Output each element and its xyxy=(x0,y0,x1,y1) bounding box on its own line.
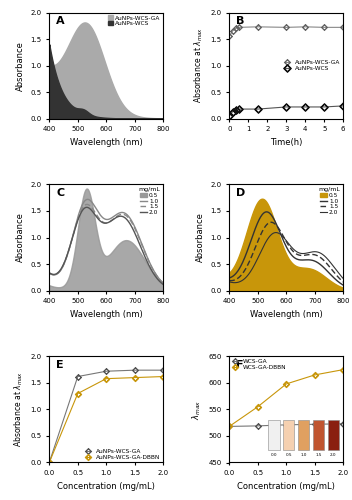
Text: F: F xyxy=(236,360,244,370)
Y-axis label: Absorbance at $\lambda_{max}$: Absorbance at $\lambda_{max}$ xyxy=(12,372,25,448)
WCS-GA-DBBN xyxy=(341,366,345,372)
Legend: AuNPs-WCS-GA, AuNPs-WCS: AuNPs-WCS-GA, AuNPs-WCS xyxy=(108,16,160,26)
WCS-GA-DBBN xyxy=(284,381,288,387)
Line: AuNPs-WCS-GA-DBBN: AuNPs-WCS-GA-DBBN xyxy=(46,374,166,466)
AuNPs-WCS-GA xyxy=(133,367,137,373)
Legend: 0.5, 1.0, 1.5, 2.0: 0.5, 1.0, 1.5, 2.0 xyxy=(138,188,160,215)
Legend: WCS-GA, WCS-GA-DBBN: WCS-GA, WCS-GA-DBBN xyxy=(232,360,286,370)
AuNPs-WCS-GA-DBBN xyxy=(161,374,165,380)
AuNPs-WCS-GA-DBBN xyxy=(104,376,108,382)
AuNPs-WCS-GA xyxy=(161,367,165,373)
AuNPs-WCS-GA-DBBN xyxy=(47,460,51,466)
X-axis label: Wavelength (nm): Wavelength (nm) xyxy=(70,138,143,147)
WCS-GA xyxy=(256,423,260,429)
Y-axis label: Absorbance at $\lambda_{max}$: Absorbance at $\lambda_{max}$ xyxy=(192,28,205,104)
AuNPs-WCS-GA xyxy=(76,374,80,380)
WCS-GA-DBBN xyxy=(227,424,231,430)
WCS-GA xyxy=(313,422,317,428)
Text: D: D xyxy=(236,188,245,198)
WCS-GA-DBBN xyxy=(256,404,260,410)
Line: WCS-GA-DBBN: WCS-GA-DBBN xyxy=(226,366,346,430)
Y-axis label: Absorbance: Absorbance xyxy=(16,40,25,90)
AuNPs-WCS-GA-DBBN xyxy=(76,390,80,396)
Line: WCS-GA: WCS-GA xyxy=(226,420,346,430)
Line: AuNPs-WCS-GA: AuNPs-WCS-GA xyxy=(46,367,166,466)
Text: B: B xyxy=(236,16,245,26)
X-axis label: Time(h): Time(h) xyxy=(270,138,302,147)
Legend: 0.5, 1.0, 1.5, 2.0: 0.5, 1.0, 1.5, 2.0 xyxy=(319,188,340,215)
X-axis label: Concentration (mg/mL): Concentration (mg/mL) xyxy=(237,482,335,490)
AuNPs-WCS-GA-DBBN xyxy=(133,374,137,380)
Y-axis label: Absorbance: Absorbance xyxy=(16,212,25,262)
WCS-GA-DBBN xyxy=(313,372,317,378)
X-axis label: Wavelength (nm): Wavelength (nm) xyxy=(250,310,323,319)
WCS-GA xyxy=(284,422,288,428)
WCS-GA xyxy=(227,424,231,430)
AuNPs-WCS-GA xyxy=(104,368,108,374)
Text: E: E xyxy=(56,360,64,370)
Y-axis label: Absorbance: Absorbance xyxy=(196,212,205,262)
Y-axis label: $\lambda_{max}$: $\lambda_{max}$ xyxy=(190,400,203,419)
X-axis label: Wavelength (nm): Wavelength (nm) xyxy=(70,310,143,319)
AuNPs-WCS-GA xyxy=(47,460,51,466)
Legend: AuNPs-WCS-GA, AuNPs-WCS: AuNPs-WCS-GA, AuNPs-WCS xyxy=(284,60,340,71)
Text: C: C xyxy=(56,188,64,198)
Text: A: A xyxy=(56,16,65,26)
Legend: AuNPs-WCS-GA, AuNPs-WCS-GA-DBBN: AuNPs-WCS-GA, AuNPs-WCS-GA-DBBN xyxy=(86,448,160,460)
WCS-GA xyxy=(341,421,345,427)
X-axis label: Concentration (mg/mL): Concentration (mg/mL) xyxy=(57,482,155,490)
